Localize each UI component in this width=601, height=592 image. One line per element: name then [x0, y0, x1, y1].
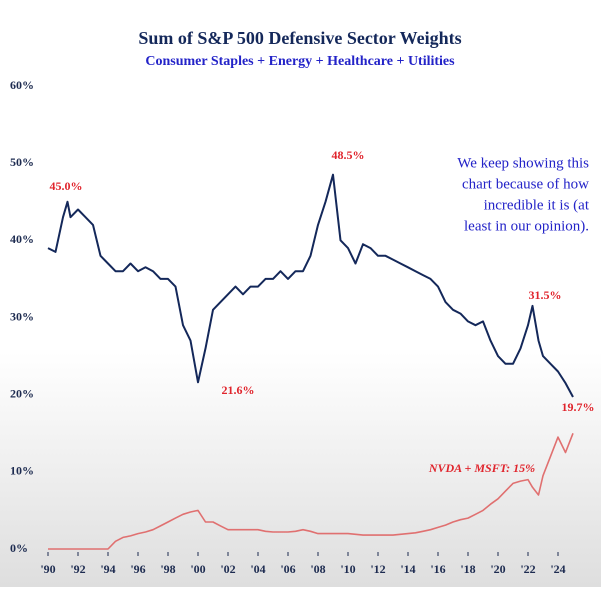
y-tick-label: 20%: [10, 386, 34, 400]
x-tick-label: '98: [160, 562, 175, 576]
note-line: chart because of how: [462, 176, 589, 192]
x-tick-label: '22: [520, 562, 535, 576]
x-tick-label: '04: [250, 562, 265, 576]
note-line: incredible it is (at: [484, 197, 590, 213]
x-tick-label: '16: [430, 562, 445, 576]
x-tick-label: '14: [400, 562, 415, 576]
y-tick-label: 40%: [10, 232, 34, 246]
series-line: [48, 433, 574, 550]
series-line: [47, 173, 574, 398]
y-tick-label: 30%: [10, 309, 34, 323]
chart-subtitle: Consumer Staples + Energy + Healthcare +…: [145, 54, 455, 69]
chart-title: Sum of S&P 500 Defensive Sector Weights: [138, 28, 461, 48]
y-tick-label: 60%: [10, 78, 34, 92]
annotation: 21.6%: [222, 383, 255, 397]
x-tick-label: '06: [280, 562, 295, 576]
x-tick-label: '92: [70, 562, 85, 576]
annotation: 31.5%: [529, 288, 562, 302]
annotation: 48.5%: [332, 148, 365, 162]
note-line: We keep showing this: [457, 155, 589, 171]
x-tick-label: '20: [490, 562, 505, 576]
x-tick-label: '90: [40, 562, 55, 576]
y-tick-label: 0%: [10, 541, 28, 555]
x-tick-label: '94: [100, 562, 115, 576]
y-tick-label: 50%: [10, 155, 34, 169]
x-tick-label: '96: [130, 562, 145, 576]
annotation: 45.0%: [50, 179, 83, 193]
annotation: 19.7%: [562, 400, 595, 414]
x-tick-label: '24: [550, 562, 565, 576]
y-tick-label: 10%: [10, 464, 34, 478]
x-tick-label: '08: [310, 562, 325, 576]
x-tick-label: '10: [340, 562, 355, 576]
x-tick-label: '12: [370, 562, 385, 576]
x-tick-label: '00: [190, 562, 205, 576]
annotation: NVDA + MSFT: 15%: [428, 461, 535, 475]
x-tick-label: '18: [460, 562, 475, 576]
note-line: least in our opinion).: [464, 218, 589, 234]
x-tick-label: '02: [220, 562, 235, 576]
